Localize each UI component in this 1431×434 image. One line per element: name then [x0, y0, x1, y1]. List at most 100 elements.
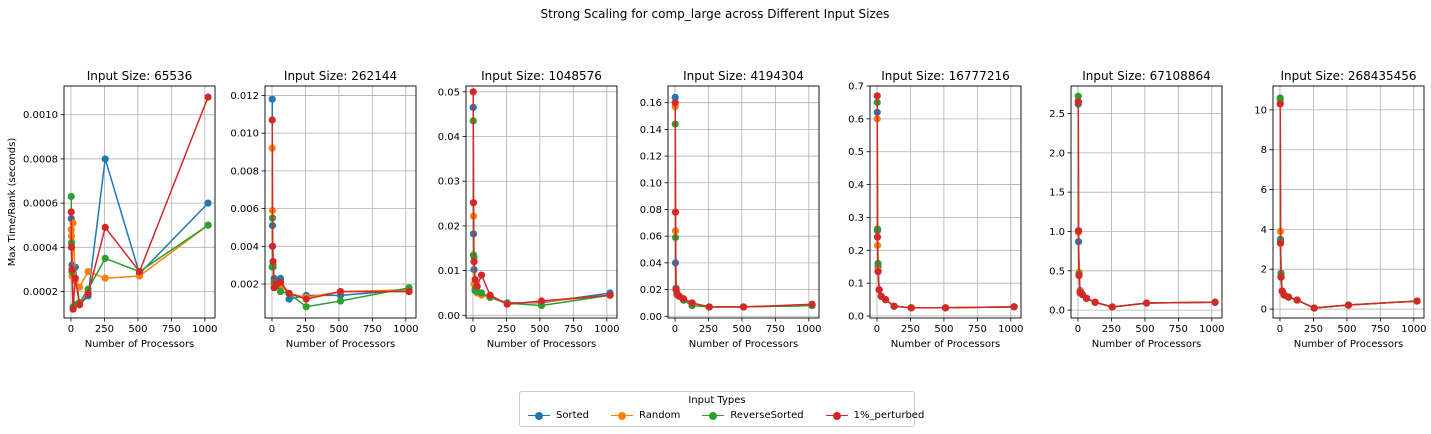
y-tick-label: 0.0	[848, 312, 864, 323]
y-tick-label: 0.008	[230, 166, 259, 177]
panel-title: Input Size: 67108864	[1082, 69, 1210, 83]
legend-swatch-random	[611, 411, 633, 421]
y-tick-label: 6	[1261, 185, 1267, 196]
data-point-reversesorted	[1276, 94, 1284, 102]
data-point-1-perturbed	[269, 257, 277, 266]
x-tick-label: 1000	[192, 324, 217, 335]
axes-frame	[1070, 85, 1223, 319]
x-axis-label: Number of Processors	[85, 339, 195, 350]
y-tick-label: 0.6	[848, 114, 864, 125]
y-tick-label: 0.08	[640, 205, 662, 216]
data-point-1-perturbed	[268, 116, 276, 124]
y-tick-label: 0.0010	[23, 110, 58, 121]
data-point-1-perturbed	[1074, 98, 1082, 106]
data-point-1-perturbed	[477, 271, 486, 279]
x-tick-label: 750	[363, 324, 382, 335]
legend-item-reversesorted: ReverseSorted	[702, 410, 804, 421]
y-tick-label: 2	[1261, 265, 1267, 276]
y-tick-label: 0.04	[640, 258, 662, 269]
series-line-reversesorted	[472, 120, 611, 307]
series-line-1-perturbed	[70, 96, 209, 310]
data-point-1-perturbed	[469, 199, 478, 207]
data-point-reversesorted	[1074, 92, 1082, 100]
y-tick-label: 8	[1261, 145, 1267, 156]
legend-label-sorted: Sorted	[556, 410, 589, 421]
series-line-sorted	[1077, 104, 1216, 308]
y-tick-label: 0.05	[438, 87, 460, 98]
data-point-random	[84, 268, 92, 276]
y-tick-label: 0.12	[640, 152, 662, 163]
x-axis-label: Number of Processors	[1092, 339, 1202, 350]
series-line-random	[472, 120, 611, 305]
x-tick-label: 250	[901, 324, 920, 335]
x-tick-label: 250	[497, 324, 516, 335]
data-point-sorted	[204, 199, 212, 207]
data-point-1-perturbed	[336, 287, 345, 296]
x-tick-label: 0	[269, 324, 275, 335]
data-point-1-perturbed	[473, 282, 481, 290]
x-axis-label: Number of Processors	[891, 339, 1001, 350]
data-point-1-perturbed	[486, 291, 494, 299]
y-tick-label: 0.0004	[23, 243, 58, 254]
axes-frame	[264, 85, 417, 319]
data-point-1-perturbed	[1276, 239, 1285, 247]
data-point-1-perturbed	[890, 302, 898, 310]
legend-item-sorted: Sorted	[528, 410, 589, 421]
series-line-1-perturbed	[472, 91, 611, 305]
x-tick-label: 500	[128, 324, 147, 335]
x-tick-label: 1000	[998, 324, 1023, 335]
data-point-1-perturbed	[705, 303, 713, 311]
panel-title: Input Size: 1048576	[481, 69, 602, 83]
data-point-1-perturbed	[808, 300, 816, 308]
y-tick-label: 0.00	[438, 311, 460, 322]
data-point-1-perturbed	[75, 301, 84, 309]
data-point-1-perturbed	[941, 304, 950, 312]
data-point-1-perturbed	[1142, 299, 1151, 307]
data-point-1-perturbed	[204, 93, 212, 101]
chart-panel-2: 0 250 500 750 1000 0.002 0.004 0.006 0.008 0.010 0…	[230, 69, 418, 350]
data-point-1-perturbed	[1277, 273, 1285, 281]
panel-title: Input Size: 65536	[87, 69, 193, 83]
data-point-1-perturbed	[69, 305, 77, 313]
legend-label-random: Random	[639, 410, 681, 421]
x-tick-label: 0	[874, 324, 880, 335]
axes-frame	[667, 85, 820, 319]
data-point-1-perturbed	[537, 297, 546, 305]
series-line-1-perturbed	[1279, 103, 1418, 309]
y-tick-label: 2.5	[1049, 109, 1065, 120]
x-tick-label: 250	[1304, 324, 1323, 335]
x-axis-label: Number of Processors	[1294, 339, 1404, 350]
chart-panels: 0 250 500 750 10000.00020.00040.00060.00080.…	[7, 69, 1427, 350]
panel-title: Input Size: 262144	[284, 69, 397, 83]
y-tick-label: 0.00	[640, 312, 662, 323]
y-tick-label: 0.5	[848, 147, 864, 158]
chart-panel-7: 0 250 500 750 1000 0 2 4 6 8 10 Input Size: 2684354…	[1254, 69, 1426, 350]
y-tick-label: 0.3	[848, 213, 864, 224]
series-line-reversesorted	[1279, 97, 1418, 309]
data-point-random	[101, 274, 109, 282]
data-point-1-perturbed	[1211, 298, 1219, 306]
data-point-1-perturbed	[1091, 298, 1099, 306]
x-tick-label: 250	[95, 324, 114, 335]
data-point-1-perturbed	[135, 268, 144, 276]
figure-suptitle: Strong Scaling for comp_large across Dif…	[541, 7, 890, 21]
panel-title: Input Size: 16777216	[881, 69, 1009, 83]
data-point-reversesorted	[101, 254, 109, 262]
series-line-reversesorted	[1077, 96, 1216, 308]
y-tick-label: 1.0	[1049, 227, 1065, 238]
data-point-1-perturbed	[671, 208, 680, 216]
x-tick-label: 750	[1169, 324, 1188, 335]
data-point-1-perturbed	[1284, 293, 1293, 301]
series-line-random	[674, 106, 813, 308]
series-line-sorted	[674, 97, 813, 308]
series-line-reversesorted	[70, 196, 209, 309]
x-tick-label: 1000	[1199, 324, 1224, 335]
data-point-1-perturbed	[101, 223, 109, 232]
x-tick-label: 250	[1102, 324, 1121, 335]
legend-item-random: Random	[611, 410, 680, 421]
series-line-1-perturbed	[674, 102, 813, 308]
chart-panel-6: 0 250 500 750 1000 0.0 0.5 1.0 1.5 2.0 2.5 Input Si…	[1049, 69, 1224, 350]
data-point-1-perturbed	[503, 300, 511, 308]
x-tick-label: 1000	[796, 324, 821, 335]
y-tick-label: 0.5	[1049, 266, 1065, 277]
